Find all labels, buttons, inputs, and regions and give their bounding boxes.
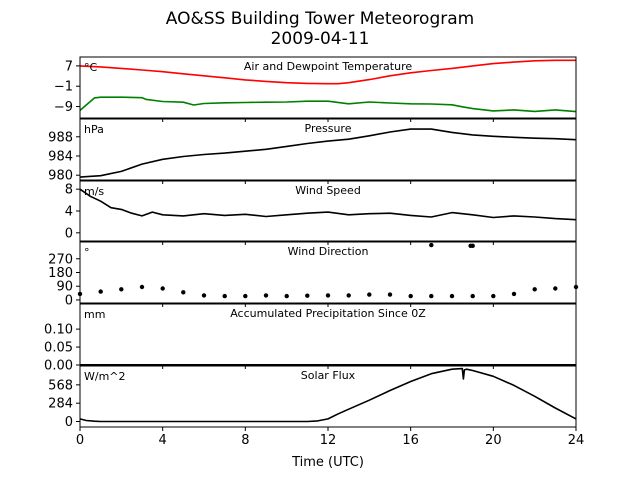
data-point — [98, 289, 103, 294]
panel-1: 7 −1 −9 °C Air and Dewpoint Temperature — [54, 56, 577, 122]
x-tick-label: 0 — [76, 433, 84, 448]
series-line-2 — [79, 96, 577, 113]
panel-3: 8 4 0 m/s Wind Speed — [65, 180, 577, 245]
data-point — [532, 287, 537, 292]
data-point — [449, 293, 455, 299]
panel-title: Wind Direction — [288, 245, 369, 258]
panel-title: Pressure — [305, 122, 352, 135]
panel-unit: °C — [84, 61, 98, 74]
panel-unit: m/s — [84, 185, 104, 198]
data-point — [243, 293, 248, 299]
data-point — [429, 242, 434, 248]
data-point — [367, 292, 372, 297]
y-tick-label: 0.00 — [44, 359, 73, 374]
series-line-1 — [79, 367, 577, 423]
x-axis: 0 4 8 12 16 20 24 — [76, 433, 584, 448]
x-tick-label: 12 — [320, 433, 337, 448]
y-tick-label: 284 — [48, 397, 73, 412]
x-tick-label: 16 — [402, 433, 419, 448]
y-tick-label: 180 — [48, 266, 73, 281]
y-tick-label: 8 — [65, 183, 73, 198]
data-point — [429, 293, 434, 299]
data-point — [284, 293, 289, 299]
data-point — [119, 287, 124, 292]
panel-unit: mm — [84, 308, 105, 321]
panel-title: Solar Flux — [301, 369, 356, 382]
y-tick-label: 0 — [65, 415, 73, 430]
data-point — [346, 293, 351, 298]
panel-2: 988 984 980 hPa Pressure — [48, 118, 577, 184]
data-point — [201, 293, 207, 298]
x-tick-label: 24 — [568, 433, 585, 448]
figure-title-line2: 2009-04-11 — [271, 29, 370, 49]
panel-unit: hPa — [84, 123, 104, 136]
y-tick-label: 270 — [48, 252, 73, 267]
panel-title: Wind Speed — [295, 184, 361, 197]
y-tick-label: 988 — [48, 130, 73, 145]
y-tick-label: 0.05 — [44, 341, 73, 356]
data-point — [181, 290, 186, 295]
data-point — [160, 286, 165, 291]
panel-title: Accumulated Precipitation Since 0Z — [230, 307, 426, 320]
panel-unit: W/m^2 — [84, 370, 126, 383]
data-point — [470, 293, 475, 299]
x-tick-label: 8 — [241, 433, 249, 448]
y-tick-label: −1 — [54, 80, 73, 95]
y-tick-label: 90 — [56, 280, 73, 295]
y-tick-label: 4 — [65, 205, 73, 220]
y-tick-label: 0 — [65, 226, 73, 241]
data-point — [408, 293, 413, 299]
panel-5: 0.10 0.05 0.00 mm Accumulated Precipitation … — [44, 303, 577, 374]
data-point — [470, 243, 475, 248]
series-line-1 — [79, 188, 577, 221]
data-point — [139, 284, 145, 290]
data-point — [511, 291, 517, 297]
y-tick-label: 7 — [65, 59, 73, 74]
data-point — [325, 293, 331, 298]
panel-6: 568 284 0 W/m^2 Solar Flux — [48, 365, 577, 431]
data-point — [387, 292, 393, 297]
x-tick-label: 4 — [159, 433, 167, 448]
panel-unit: ° — [84, 246, 90, 259]
y-tick-label: 984 — [48, 149, 73, 164]
series-line-1 — [79, 128, 577, 178]
y-tick-label: 980 — [48, 169, 73, 184]
figure-title-line1: AO&SS Building Tower Meteorogram — [166, 9, 474, 29]
series-line-1 — [79, 59, 576, 85]
data-point — [553, 286, 558, 291]
x-axis-label: Time (UTC) — [291, 455, 364, 470]
data-point — [305, 293, 310, 298]
x-tick-label: 20 — [485, 433, 502, 448]
y-tick-label: 0 — [65, 293, 73, 308]
data-point — [491, 293, 496, 299]
panel-title: Air and Dewpoint Temperature — [244, 60, 412, 73]
y-tick-label: −9 — [54, 100, 73, 115]
data-point — [222, 293, 227, 299]
panels: 7−1−9°C Air and Dewpoint Temperature98898… — [44, 56, 579, 431]
y-tick-label: 0.10 — [44, 323, 73, 338]
data-point — [263, 293, 269, 298]
y-tick-label: 568 — [48, 378, 73, 393]
